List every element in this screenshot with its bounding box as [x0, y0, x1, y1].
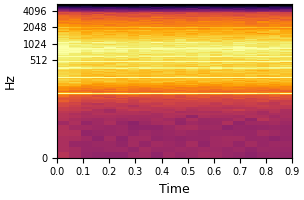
- Y-axis label: Hz: Hz: [4, 73, 17, 89]
- X-axis label: Time: Time: [159, 183, 190, 196]
